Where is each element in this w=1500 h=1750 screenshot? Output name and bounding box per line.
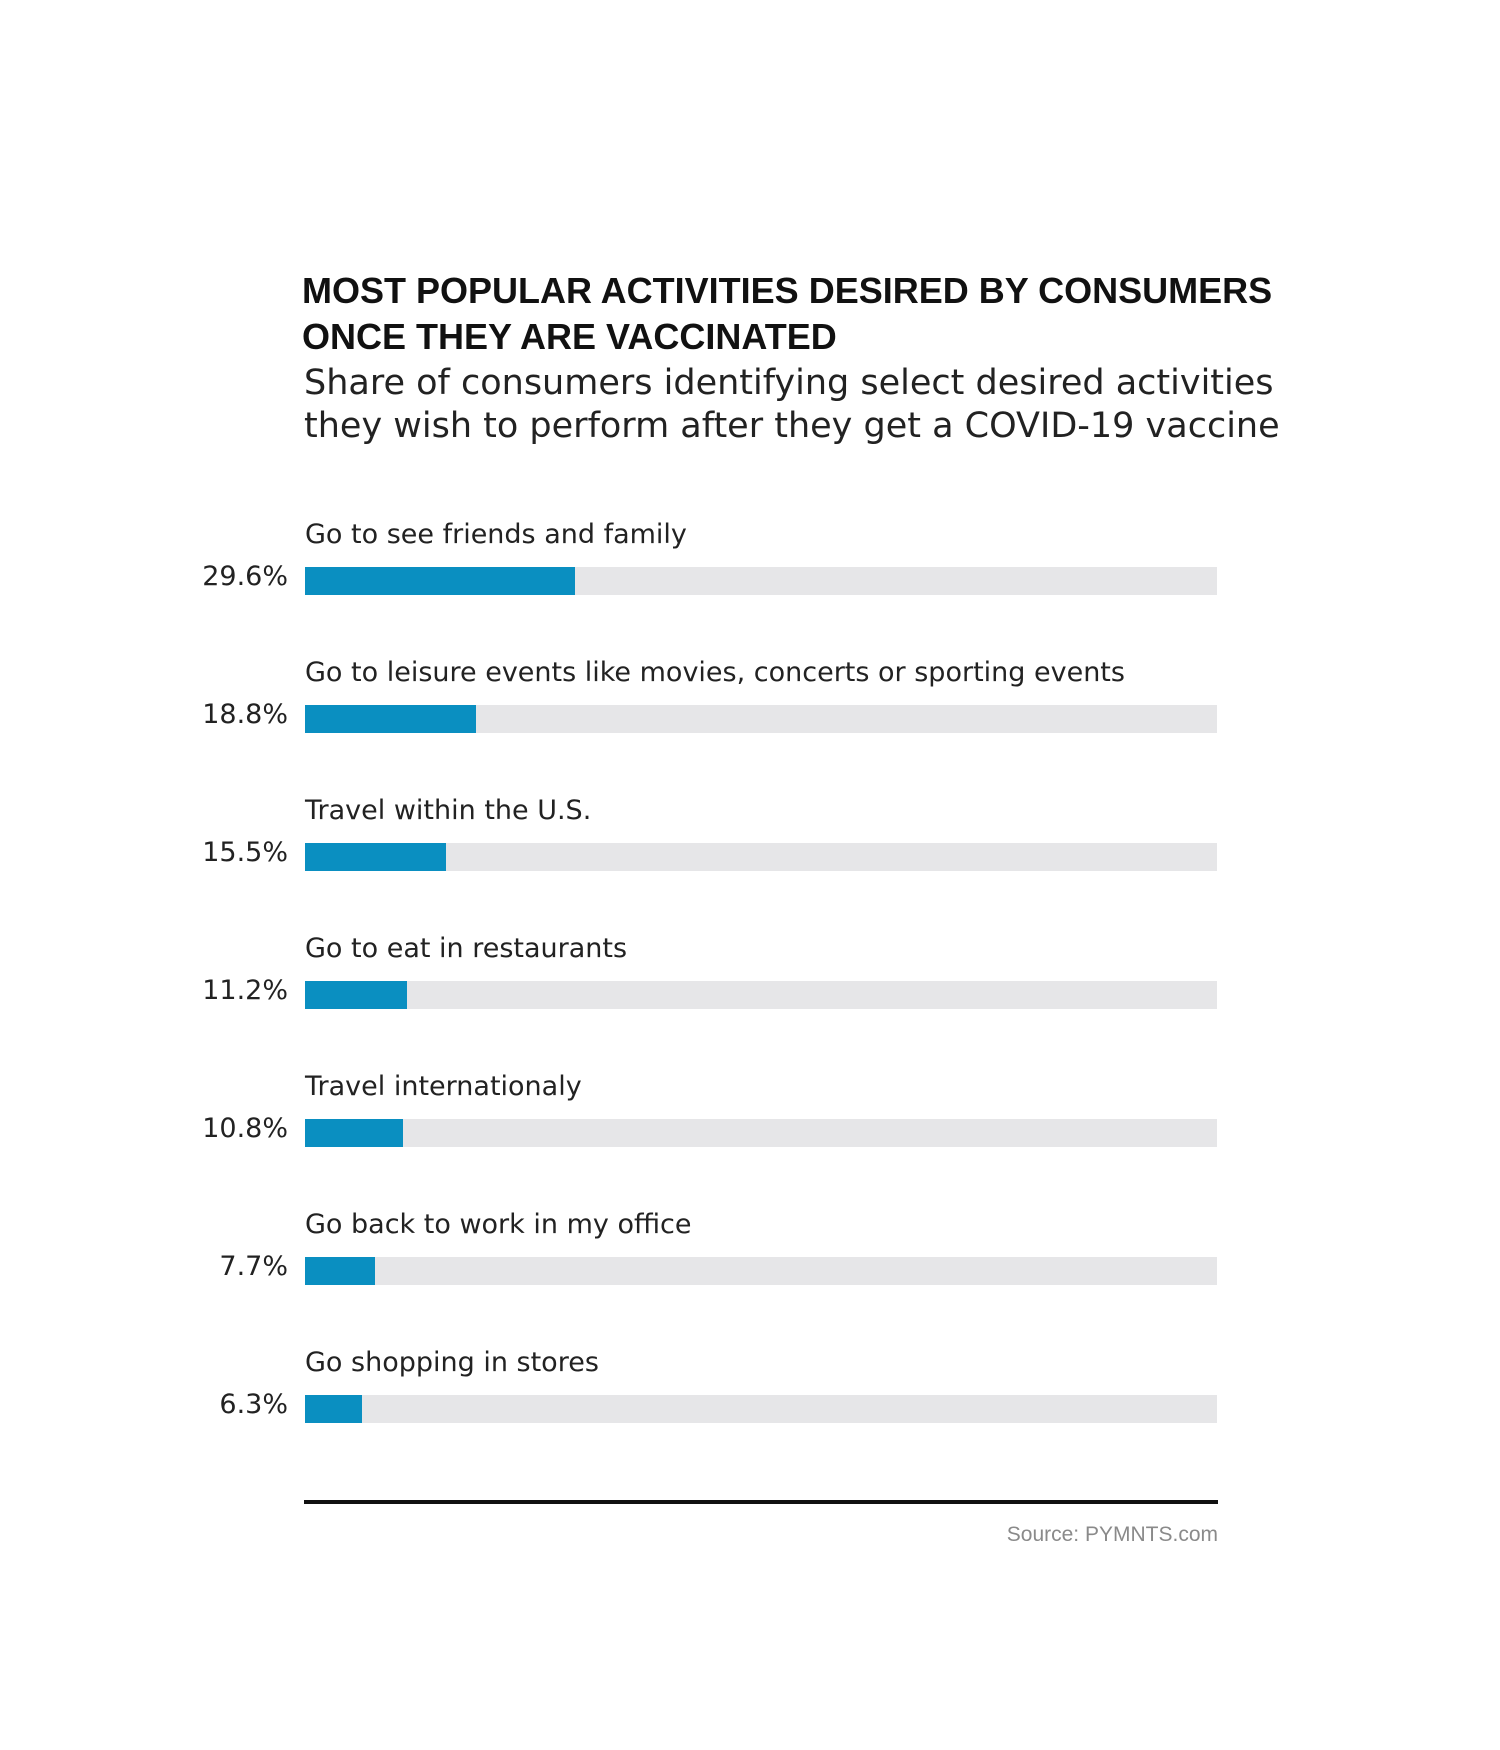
bar-track	[305, 1119, 1217, 1147]
bar-track	[305, 1395, 1217, 1423]
category-label: Go to leisure events like movies, concer…	[305, 657, 1125, 688]
bar-track	[305, 843, 1217, 871]
value-label: 18.8%	[202, 699, 288, 730]
bar-track	[305, 1257, 1217, 1285]
category-label: Go back to work in my office	[305, 1209, 692, 1240]
bar	[305, 1119, 404, 1147]
bar	[305, 843, 447, 871]
category-label: Travel within the U.S.	[305, 795, 592, 826]
value-label: 29.6%	[202, 561, 288, 592]
category-label: Go shopping in stores	[305, 1347, 599, 1378]
category-label: Go to eat in restaurants	[305, 933, 628, 964]
value-label: 7.7%	[219, 1251, 288, 1282]
bar	[305, 1395, 363, 1423]
chart-subtitle: Share of consumers identifying select de…	[304, 363, 1280, 446]
category-label: Go to see friends and family	[305, 519, 687, 550]
chart-title: MOST POPULAR ACTIVITIES DESIRED BY CONSU…	[302, 270, 1273, 357]
bottom-rule	[304, 1500, 1218, 1504]
value-label: 10.8%	[202, 1113, 288, 1144]
bar-track	[305, 567, 1217, 595]
bar	[305, 981, 408, 1009]
bar-track	[305, 705, 1217, 733]
bar	[305, 1257, 376, 1285]
value-label: 11.2%	[202, 975, 288, 1006]
bar-track	[305, 981, 1217, 1009]
bar	[305, 567, 575, 595]
category-label: Travel internationaly	[305, 1071, 582, 1102]
source-note: Source: PYMNTS.com	[1006, 1523, 1218, 1546]
bar	[305, 705, 477, 733]
value-label: 15.5%	[202, 837, 288, 868]
value-label: 6.3%	[219, 1389, 288, 1420]
